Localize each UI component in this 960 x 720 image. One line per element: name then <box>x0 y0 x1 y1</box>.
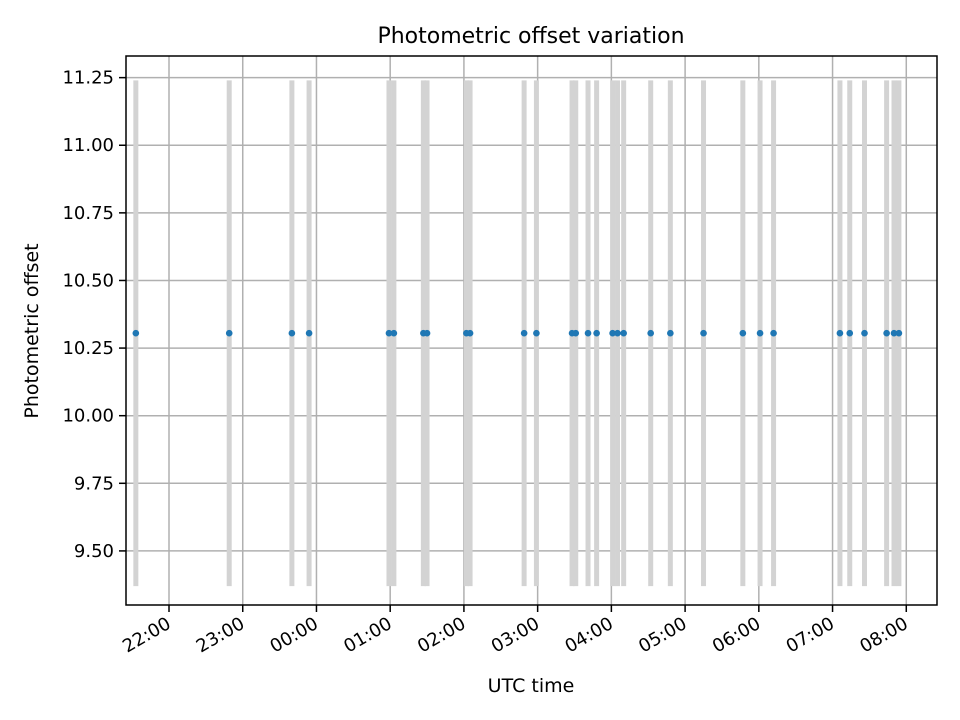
data-points <box>132 329 903 337</box>
x-tick-label: 05:00 <box>635 613 690 657</box>
data-point <box>846 329 854 337</box>
data-point <box>861 329 868 337</box>
data-point <box>620 329 627 337</box>
chart-title: Photometric offset variation <box>377 24 684 49</box>
y-tick-label: 10.75 <box>62 203 114 224</box>
data-point <box>667 329 674 337</box>
data-point <box>756 329 764 337</box>
y-tick-label: 10.50 <box>62 270 114 291</box>
data-point <box>533 329 540 337</box>
x-axis-label: UTC time <box>488 675 575 697</box>
data-point <box>390 329 398 337</box>
x-tick-label: 06:00 <box>709 613 764 657</box>
x-tick-label: 07:00 <box>783 613 838 657</box>
x-tick-label: 01:00 <box>340 613 395 657</box>
y-tick-label: 10.25 <box>62 338 114 359</box>
data-point <box>593 329 600 337</box>
x-tick-label: 08:00 <box>856 613 911 657</box>
data-point <box>890 329 898 337</box>
data-point <box>647 329 654 337</box>
data-point <box>132 329 140 337</box>
y-tick-label: 10.00 <box>62 406 114 427</box>
y-axis-ticks: 9.50 9.75 10.00 10.25 10.50 10.75 11.00 11.25 <box>62 68 126 562</box>
x-axis-ticks: 22:00 23:00 00:00 01:00 02:00 03:00 04:00 05:00… <box>119 605 912 657</box>
data-point <box>584 329 592 337</box>
y-axis-label: Photometric offset <box>21 243 43 418</box>
x-tick-label: 02:00 <box>414 613 469 657</box>
y-tick-label: 11.25 <box>62 68 114 89</box>
data-point <box>895 329 903 337</box>
data-point <box>836 329 844 337</box>
error-bars <box>133 80 902 587</box>
x-tick-label: 00:00 <box>267 613 322 657</box>
data-point <box>614 329 621 337</box>
x-tick-label: 04:00 <box>561 613 616 657</box>
data-point <box>520 329 528 337</box>
data-point <box>305 329 313 337</box>
x-tick-label: 03:00 <box>488 613 543 657</box>
data-point <box>739 329 747 337</box>
data-point <box>225 329 233 337</box>
data-point <box>609 329 616 337</box>
data-point <box>466 329 474 337</box>
y-tick-label: 11.00 <box>62 135 114 156</box>
data-point <box>288 329 296 337</box>
data-point <box>572 329 580 337</box>
x-tick-label: 22:00 <box>119 613 174 657</box>
data-point <box>883 329 890 337</box>
data-point <box>423 329 431 337</box>
data-point <box>770 329 777 337</box>
grid-lines <box>126 56 937 605</box>
y-tick-label: 9.75 <box>74 473 114 494</box>
plot-frame <box>125 55 938 606</box>
y-tick-label: 9.50 <box>74 541 114 562</box>
data-point <box>385 329 393 337</box>
data-point <box>700 329 707 337</box>
x-tick-label: 23:00 <box>193 613 248 657</box>
